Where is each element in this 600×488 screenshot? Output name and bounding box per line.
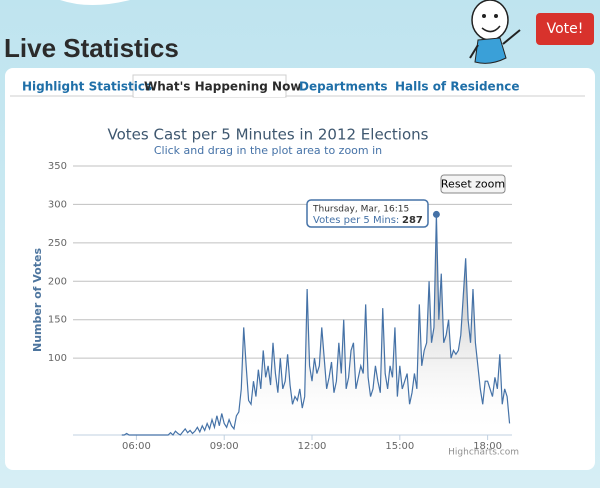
- y-tick-label: 250: [48, 238, 67, 249]
- reset-zoom-label[interactable]: Reset zoom: [441, 178, 505, 191]
- y-tick-label: 300: [48, 199, 67, 210]
- hover-point: [432, 210, 440, 218]
- tab[interactable]: Departments: [299, 80, 388, 94]
- x-tick-label: 18:00: [473, 441, 502, 452]
- tooltip-box: [306, 199, 429, 228]
- tooltip: Thursday, Mar, 16:15 Votes per 5 Mins: 2…: [306, 199, 429, 228]
- tooltip-value: 287: [402, 215, 423, 226]
- tab[interactable]: What's Happening Now: [144, 80, 301, 94]
- y-axis-label: Number of Votes: [31, 248, 44, 352]
- area: [121, 214, 510, 435]
- tab[interactable]: Halls of Residence: [395, 80, 520, 94]
- chart-subtitle: Click and drag in the plot area to zoom …: [154, 144, 382, 157]
- x-tick-label: 09:00: [210, 441, 239, 452]
- y-tick-label: 100: [48, 353, 67, 364]
- tooltip-label: Votes per 5 Mins:: [313, 215, 399, 226]
- credits[interactable]: Highcharts.com: [448, 448, 519, 458]
- vote-button[interactable]: [536, 13, 594, 45]
- tab[interactable]: Highlight Statistics: [22, 80, 152, 94]
- x-tick-label: 06:00: [122, 441, 151, 452]
- plot: 100 150 200 250 300 350 06:00 09:00 12:00 15:00 18…: [48, 161, 512, 452]
- y-tick-label: 350: [48, 161, 67, 172]
- tooltip-heading: Thursday, Mar, 16:15: [312, 205, 409, 215]
- chart-title: Votes Cast per 5 Minutes in 2012 Electio…: [108, 126, 429, 144]
- reset-zoom-button[interactable]: [440, 174, 506, 194]
- page-title: Live Statistics: [4, 33, 179, 63]
- x-tick-label: 15:00: [385, 441, 414, 452]
- vote-button-label[interactable]: Vote!: [547, 21, 584, 37]
- y-tick-label: 150: [48, 315, 67, 326]
- x-tick-label: 12:00: [298, 441, 327, 452]
- mascot: [469, 0, 521, 64]
- decor: [60, 0, 130, 5]
- y-tick-label: 200: [48, 276, 67, 287]
- line: [121, 214, 511, 436]
